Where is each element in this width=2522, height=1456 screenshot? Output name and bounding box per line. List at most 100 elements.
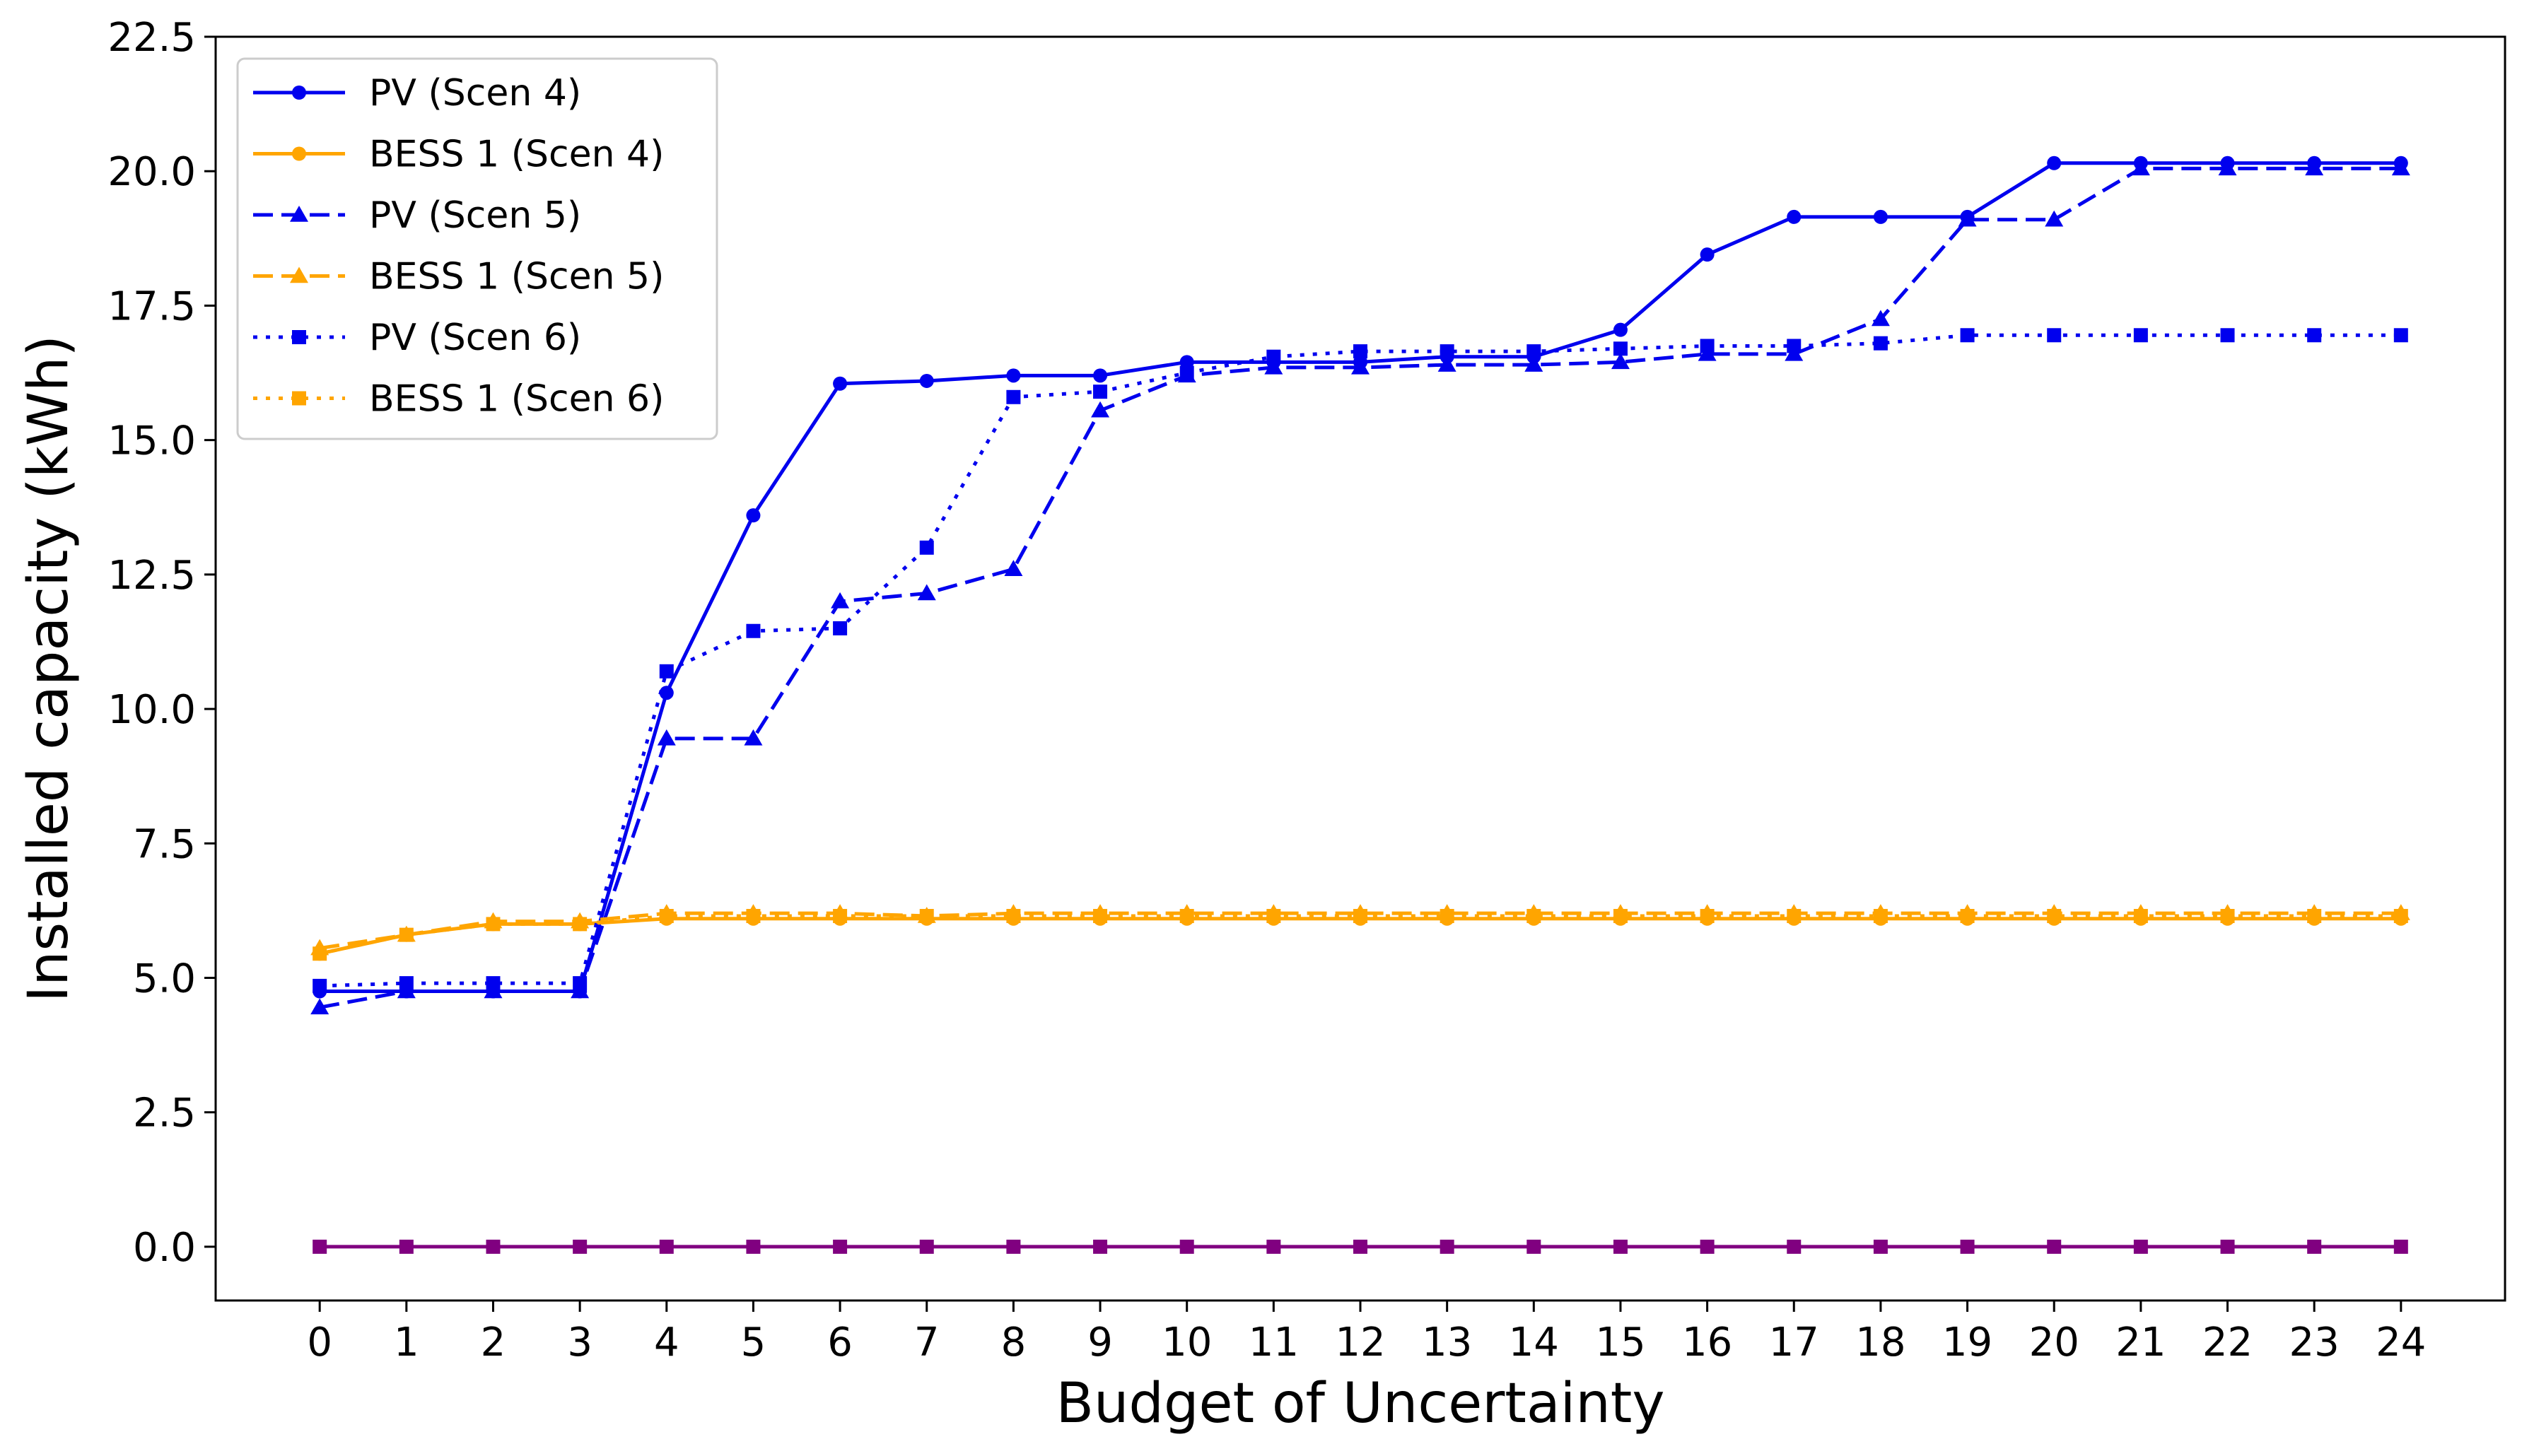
data-point <box>573 1239 588 1254</box>
x-tick-label: 4 <box>654 1320 679 1366</box>
data-point <box>1266 349 1281 364</box>
data-point <box>657 729 676 746</box>
legend-label: PV (Scen 6) <box>369 317 581 359</box>
x-tick-label: 20 <box>2029 1320 2079 1366</box>
data-point <box>1613 908 1628 923</box>
legend: PV (Scen 4) BESS 1 (Scen 4) PV (Scen 5) BES… <box>236 57 718 440</box>
x-tick-label: 8 <box>1001 1320 1027 1366</box>
legend-label: PV (Scen 4) <box>369 72 581 115</box>
data-point <box>1093 1239 1108 1254</box>
data-point <box>1787 209 1802 224</box>
data-point <box>1526 908 1541 923</box>
x-tick-label: 12 <box>1335 1320 1385 1366</box>
y-tick-label: 5.0 <box>133 956 196 1002</box>
data-point <box>1353 1239 1367 1254</box>
data-point <box>746 908 761 923</box>
data-point <box>1440 1239 1454 1254</box>
x-tick-label: 2 <box>481 1320 506 1366</box>
data-point <box>2133 908 2148 923</box>
series-layer <box>310 155 2410 1254</box>
legend-label: BESS 1 (Scen 5) <box>369 256 664 298</box>
data-point <box>1871 310 1890 327</box>
x-tick-label: 1 <box>394 1320 419 1366</box>
x-tick-label: 18 <box>1855 1320 1905 1366</box>
x-tick-label: 15 <box>1595 1320 1645 1366</box>
data-point <box>1006 908 1021 923</box>
data-point <box>1787 1239 1802 1254</box>
data-point <box>313 946 327 961</box>
data-point <box>1526 1239 1541 1254</box>
x-tick-label: 23 <box>2289 1320 2340 1366</box>
x-tick-label: 11 <box>1249 1320 1299 1366</box>
x-axis: 0 1 2 3 4 5 6 7 8 9 10 11 12 13 14 15 16 17 18 19 20 21 22 23 24 <box>307 1301 2426 1366</box>
data-point <box>399 927 414 942</box>
data-point <box>1613 1239 1628 1254</box>
data-point <box>2047 1239 2062 1254</box>
x-tick-label: 5 <box>741 1320 766 1366</box>
data-point <box>659 664 674 679</box>
data-point <box>1351 358 1370 375</box>
data-point <box>1179 1239 1194 1254</box>
data-point <box>1960 1239 1975 1254</box>
y-tick-label: 12.5 <box>107 553 196 599</box>
data-point <box>2220 328 2235 343</box>
data-point <box>2393 1239 2408 1254</box>
data-point <box>919 373 934 388</box>
data-point <box>313 978 327 993</box>
legend-marker <box>290 206 308 222</box>
y-tick-label: 0.0 <box>133 1225 196 1271</box>
legend-marker <box>292 391 306 406</box>
data-point <box>1004 560 1023 576</box>
data-point <box>1613 322 1628 337</box>
data-point <box>1266 1239 1281 1254</box>
data-point <box>2218 159 2237 176</box>
data-point <box>1179 908 1194 923</box>
x-tick-label: 9 <box>1087 1320 1113 1366</box>
data-point <box>1873 1239 1888 1254</box>
legend-entry: PV (Scen 4) <box>253 72 581 115</box>
data-point <box>486 976 501 991</box>
data-point <box>1093 908 1108 923</box>
data-point <box>746 1239 761 1254</box>
data-point <box>833 376 848 391</box>
data-point <box>2131 159 2150 176</box>
data-point <box>833 621 848 635</box>
y-axis: 0.0 2.5 5.0 7.5 10.0 12.5 15.0 17.5 20.0 22.5 <box>107 15 216 1271</box>
data-point <box>1006 1239 1021 1254</box>
data-point <box>1873 336 1888 351</box>
data-point <box>1700 339 1715 353</box>
data-point <box>1611 353 1630 370</box>
data-point <box>486 917 501 932</box>
data-point <box>659 1239 674 1254</box>
data-point <box>831 592 850 609</box>
data-point <box>1353 908 1367 923</box>
x-tick-label: 7 <box>914 1320 940 1366</box>
y-axis-label: Installed capacity (kWh) <box>17 335 81 1002</box>
data-point <box>1960 328 1975 343</box>
x-tick-label: 21 <box>2115 1320 2166 1366</box>
series-6 <box>313 1239 2408 1254</box>
legend-marker <box>292 330 306 344</box>
x-tick-label: 3 <box>567 1320 592 1366</box>
series-5 <box>313 908 2408 961</box>
data-point <box>917 584 936 601</box>
data-point <box>2307 1239 2322 1254</box>
data-point <box>2393 328 2408 343</box>
data-point <box>919 1239 934 1254</box>
x-tick-label: 13 <box>1422 1320 1472 1366</box>
data-point <box>2393 908 2408 923</box>
data-point <box>1960 908 1975 923</box>
data-point <box>2047 908 2062 923</box>
data-point <box>2307 908 2322 923</box>
data-point <box>1266 908 1281 923</box>
data-point <box>573 917 588 932</box>
data-point <box>2391 159 2410 176</box>
y-tick-label: 15.0 <box>107 418 196 464</box>
legend-marker <box>290 266 308 283</box>
data-point <box>310 998 329 1015</box>
data-point <box>1006 368 1021 383</box>
data-point <box>2045 210 2064 227</box>
data-point <box>1524 356 1543 372</box>
legend-entry: BESS 1 (Scen 5) <box>253 256 664 298</box>
